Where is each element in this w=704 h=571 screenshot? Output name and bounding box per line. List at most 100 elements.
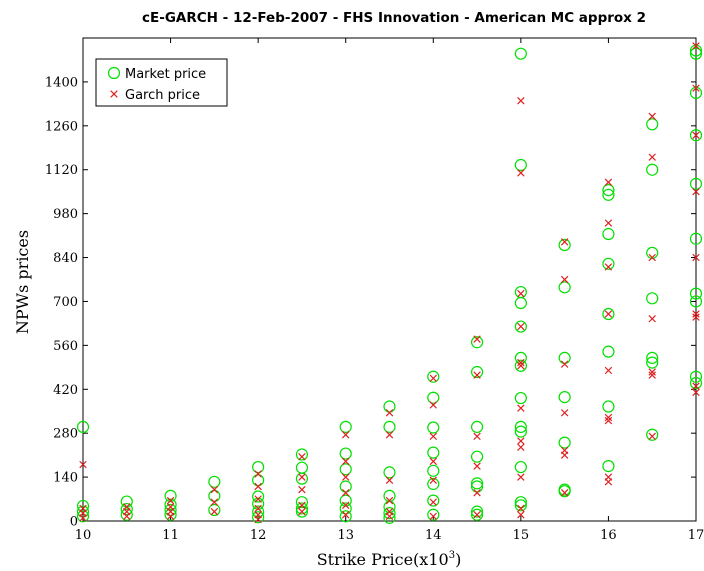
- garch-price-point: [385, 512, 394, 521]
- garch-price-point: [692, 84, 700, 92]
- garch-price-point: [473, 511, 481, 519]
- y-tick-label: 980: [53, 207, 78, 222]
- garch-price-point: [166, 496, 175, 505]
- garch-price-point: [298, 452, 306, 461]
- y-tick-label: 1400: [45, 75, 78, 90]
- x-axis-label-exponent: 3: [449, 550, 455, 561]
- garch-price-point: [517, 443, 525, 452]
- garch-price-point: [429, 401, 438, 409]
- market-price-point: [514, 296, 527, 310]
- market-price-point: [339, 463, 352, 476]
- x-tick-label: 15: [513, 528, 530, 543]
- market-price-point: [164, 508, 177, 521]
- market-price-point: [383, 466, 396, 479]
- market-price-point: [470, 505, 484, 518]
- market-price-point: [208, 503, 221, 517]
- garch-price-point: [560, 451, 569, 459]
- garch-price-point: [429, 498, 438, 506]
- market-price-point: [427, 421, 440, 434]
- garch-price-point: [604, 219, 613, 227]
- market-price-point: [295, 502, 309, 515]
- garch-price-point: [385, 409, 394, 417]
- market-price-point: [602, 400, 615, 413]
- garch-price-point: [604, 416, 613, 425]
- market-price-point: [427, 494, 440, 507]
- garch-price-point: [517, 289, 525, 298]
- garch-price-point: [517, 473, 525, 481]
- y-tick-label: 420: [53, 383, 78, 398]
- market-price-point: [689, 287, 703, 300]
- market-price-point: [76, 510, 90, 523]
- market-price-point: [76, 499, 90, 513]
- garch-price-point: [385, 431, 394, 439]
- market-price-point: [427, 446, 440, 459]
- market-price-point: [252, 511, 265, 524]
- market-price-point: [689, 177, 703, 190]
- garch-price-point: [429, 476, 438, 484]
- x-axis-label: Strike Price(x103): [317, 550, 462, 569]
- garch-price-point: [298, 501, 306, 510]
- garch-price-point: [560, 489, 569, 497]
- garch-price-point: [341, 501, 350, 510]
- garch-price-point: [254, 470, 262, 478]
- garch-price-point: [166, 512, 175, 521]
- market-price-point: [646, 118, 659, 131]
- garch-price-point: [692, 310, 700, 318]
- garch-price-point: [473, 432, 481, 441]
- market-price-point: [208, 475, 221, 488]
- y-tick-label: 280: [53, 427, 78, 442]
- chart-title: cE-GARCH - 12-Feb-2007 - FHS Innovation …: [142, 10, 646, 26]
- market-price-point: [295, 448, 309, 461]
- market-price-point: [339, 447, 352, 460]
- garch-price-point: [692, 382, 700, 390]
- legend-garch-x: [110, 90, 118, 98]
- y-tick-label: 1120: [45, 163, 78, 178]
- market-price-point: [689, 370, 703, 383]
- garch-price-point: [473, 371, 481, 379]
- market-price-point: [470, 365, 484, 379]
- market-price-point: [470, 477, 484, 490]
- market-price-point: [427, 391, 440, 404]
- market-price-point: [646, 292, 659, 305]
- garch-price-point: [560, 360, 569, 368]
- market-price-point: [558, 281, 571, 294]
- garch-price-point: [692, 187, 700, 196]
- market-price-point: [164, 498, 177, 511]
- market-price-point: [514, 158, 527, 172]
- x-tick-label: 12: [250, 528, 267, 543]
- garch-price-point: [692, 253, 700, 262]
- market-price-point: [558, 436, 571, 449]
- garch-price-point: [604, 178, 613, 186]
- garch-price-point: [385, 476, 394, 484]
- market-price-point: [514, 425, 527, 438]
- garch-price-point: [648, 112, 656, 121]
- garch-price-point: [210, 507, 219, 516]
- garch-price-point: [604, 263, 613, 271]
- market-price-point: [514, 499, 527, 512]
- legend: Market price Garch price: [95, 58, 228, 107]
- market-price-point: [646, 428, 659, 441]
- market-price-point: [339, 510, 352, 523]
- market-price-point: [514, 460, 527, 474]
- data-marks: [76, 42, 703, 524]
- market-price-point: [689, 129, 703, 142]
- market-price-point: [689, 47, 703, 60]
- garch-price-point: [604, 366, 613, 375]
- garch-price-point: [79, 514, 87, 522]
- x-tick-label: 13: [337, 528, 354, 543]
- market-price-point: [427, 508, 440, 521]
- market-price-point: [427, 464, 440, 477]
- garch-price-point: [648, 432, 656, 441]
- garch-price-point: [429, 457, 438, 466]
- garch-price-point: [560, 275, 569, 284]
- x-axis-label-close: ): [455, 550, 461, 569]
- garch-price-point: [429, 512, 438, 521]
- legend-market-marker: [107, 66, 121, 80]
- garch-price-point: [560, 238, 569, 246]
- market-price-point: [383, 420, 396, 434]
- market-price-point: [602, 257, 615, 270]
- x-tick-label: 11: [162, 528, 179, 543]
- market-price-point: [602, 188, 615, 201]
- market-price-point: [252, 490, 265, 503]
- garch-price-point: [123, 512, 131, 521]
